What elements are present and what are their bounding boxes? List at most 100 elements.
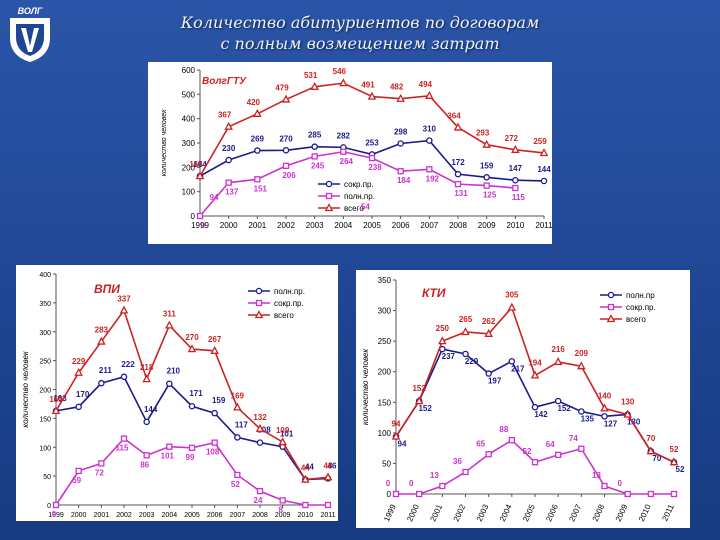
x-tick-label: 2010	[506, 221, 524, 230]
y-axis-label: количество человек	[361, 348, 370, 426]
legend-label: полн.пр.	[344, 192, 375, 201]
x-tick-label: 2007	[230, 512, 246, 519]
data-point	[426, 137, 433, 144]
data-label: 222	[121, 360, 135, 369]
data-point	[670, 490, 678, 498]
data-point	[414, 396, 424, 405]
data-point	[225, 156, 232, 164]
y-axis-label: количество человек	[161, 109, 168, 177]
data-label: 272	[505, 134, 519, 143]
data-label: 46	[328, 461, 337, 470]
data-label: 270	[279, 134, 293, 143]
data-label: 0	[201, 221, 206, 230]
data-label: 172	[451, 158, 465, 167]
data-label: 13	[592, 471, 601, 480]
chart-title: ВПИ	[94, 282, 120, 296]
data-label: 259	[533, 137, 547, 146]
data-label: 216	[551, 345, 565, 354]
data-point	[484, 328, 493, 337]
legend-marker	[255, 287, 263, 295]
x-tick-label: 2009	[614, 503, 630, 523]
data-point	[601, 482, 608, 490]
data-label: 298	[394, 127, 408, 136]
data-point	[600, 403, 609, 412]
x-tick-label: 2001	[94, 512, 110, 519]
data-label: 265	[459, 315, 473, 324]
chart-panel-volggtu: 0 100 200 300 400 500 600 1999 2000 2001 2002 2003 2…	[148, 62, 552, 244]
data-point	[98, 379, 105, 387]
data-point	[51, 405, 61, 415]
data-point	[454, 170, 462, 178]
data-label: 94	[392, 420, 401, 429]
data-point	[578, 445, 585, 452]
data-point	[196, 212, 204, 220]
x-tick-label: 1999	[382, 503, 398, 523]
data-label: 531	[304, 71, 318, 80]
data-point	[530, 370, 540, 379]
data-point	[75, 403, 82, 411]
legend-label: полн.пр.	[274, 287, 305, 296]
data-label: 52	[231, 480, 240, 489]
data-label: 367	[218, 111, 232, 120]
data-point	[507, 302, 517, 311]
x-tick-label: 2008	[252, 512, 268, 519]
data-point	[512, 176, 519, 184]
data-point	[143, 418, 150, 426]
legend-label: сокр.пр.	[274, 299, 304, 308]
data-label: 125	[483, 191, 497, 200]
x-tick-label: 2010	[298, 512, 314, 519]
x-tick-label: 2005	[184, 512, 200, 519]
data-label: 170	[76, 390, 90, 399]
data-label: 482	[390, 83, 404, 92]
data-label: 420	[247, 98, 261, 107]
data-label: 283	[95, 326, 109, 335]
data-point	[646, 446, 656, 455]
data-label: 262	[482, 317, 496, 326]
data-label: 491	[361, 81, 375, 90]
data-label: 135	[581, 414, 595, 423]
data-label: 70	[652, 454, 661, 463]
legend-label: сокр.пр.	[626, 303, 656, 312]
data-label: 52	[670, 445, 679, 454]
legend-marker	[606, 314, 616, 323]
x-tick-label: 2003	[306, 221, 324, 230]
data-label: 269	[251, 135, 265, 144]
data-point	[483, 182, 490, 189]
data-point	[647, 490, 654, 498]
data-label: 159	[212, 396, 226, 405]
data-point	[255, 423, 265, 432]
data-label: 109	[276, 426, 290, 435]
y-tick-label: 350	[378, 276, 392, 285]
x-tick-label: 2003	[139, 512, 155, 519]
legend-marker	[255, 299, 263, 307]
data-point	[554, 397, 562, 405]
data-point	[211, 409, 218, 417]
x-tick-label: 2001	[248, 221, 266, 230]
data-point	[233, 402, 242, 411]
data-point	[396, 93, 405, 102]
x-tick-label: 2002	[452, 503, 468, 523]
data-point	[482, 139, 491, 148]
chart-panel-vpi: 0 50 100 150 200 250 300 350 400 1999 2000 2001 2002…	[16, 265, 338, 521]
slide-title: Количество абитуриентов по договорам с п…	[150, 12, 570, 54]
y-tick-label: 100	[182, 188, 196, 197]
legend-label: полн.пр	[626, 291, 655, 300]
data-label: 115	[512, 193, 525, 202]
y-tick-label: 500	[182, 90, 196, 99]
data-label: 152	[412, 384, 426, 393]
data-label: 192	[426, 174, 440, 183]
data-label: 52	[676, 465, 685, 474]
x-tick-label: 2000	[71, 512, 87, 519]
x-tick-label: 2003	[475, 503, 491, 523]
data-label: 0	[409, 479, 414, 488]
y-tick-label: 350	[39, 301, 51, 308]
series-line-1	[199, 150, 516, 217]
slide-title-line2: с полным возмещением затрат	[220, 34, 500, 53]
data-point	[485, 451, 492, 458]
data-label: 72	[95, 468, 104, 477]
data-point	[368, 154, 376, 162]
y-tick-label: 400	[182, 115, 196, 124]
x-tick-label: 2002	[116, 512, 132, 519]
data-point	[439, 482, 446, 490]
data-label: 250	[436, 324, 450, 333]
